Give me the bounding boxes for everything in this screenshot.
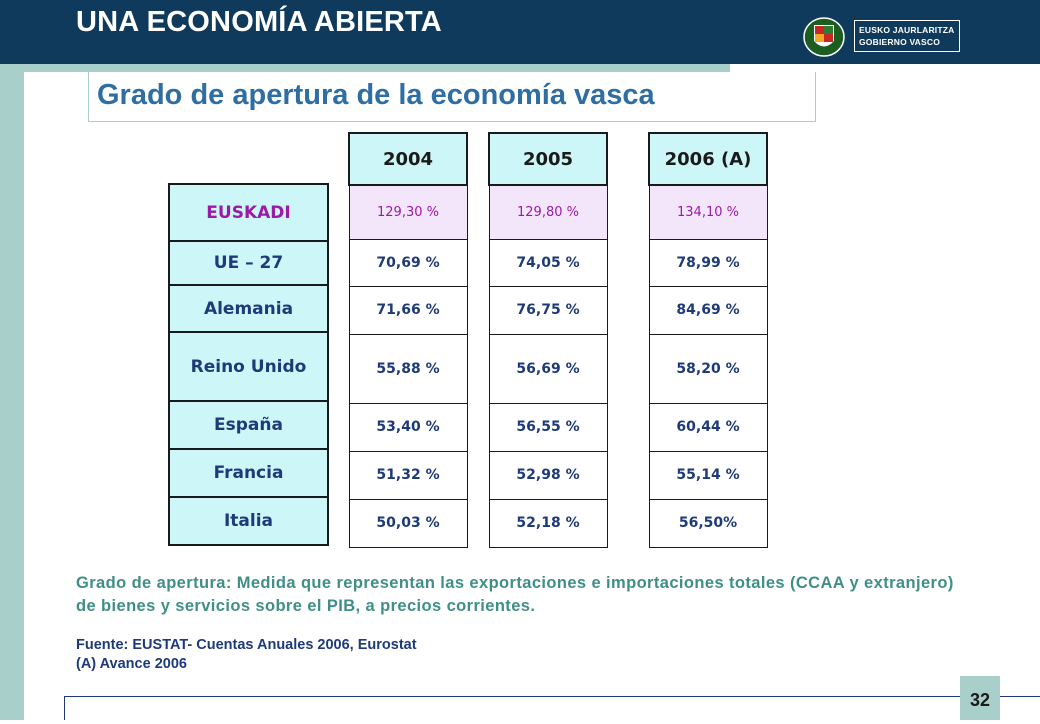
footer-divider-vertical xyxy=(64,696,65,720)
country-cell: Italia xyxy=(168,496,329,546)
value-cell: 84,69 % xyxy=(648,285,768,335)
value-cell: 56,69 % xyxy=(488,333,608,404)
gobierno-vasco-logo: EUSKO JAURLARITZA GOBIERNO VASCO xyxy=(802,16,962,58)
country-cell: Alemania xyxy=(168,284,329,333)
value-cell: 134,10 % xyxy=(648,184,768,240)
page-number: 32 xyxy=(960,676,1000,720)
country-cell: EUSKADI xyxy=(168,183,329,242)
coat-of-arms-icon xyxy=(803,17,845,57)
value-cell: 53,40 % xyxy=(348,402,468,452)
value-cell: 74,05 % xyxy=(488,238,608,287)
value-cell: 52,18 % xyxy=(488,498,608,548)
value-cell: 56,55 % xyxy=(488,402,608,452)
header-underline xyxy=(24,64,730,72)
value-cell: 52,98 % xyxy=(488,450,608,500)
country-cell: Francia xyxy=(168,448,329,498)
country-cell: España xyxy=(168,400,329,450)
source-footnote: (A) Avance 2006 xyxy=(76,656,187,672)
slide-title: UNA ECONOMÍA ABIERTA xyxy=(76,6,442,38)
source-note: Fuente: EUSTAT- Cuentas Anuales 2006, Eu… xyxy=(76,636,417,674)
value-cell: 60,44 % xyxy=(648,402,768,452)
definition-note: Grado de apertura: Medida que representa… xyxy=(76,574,954,615)
subtitle-box: Grado de apertura de la economía vasca xyxy=(88,72,816,122)
countries-table: EUSKADI UE – 27 Alemania Reino Unido Esp… xyxy=(168,183,329,546)
value-cell: 55,88 % xyxy=(348,333,468,404)
value-cell: 56,50% xyxy=(648,498,768,548)
country-cell: UE – 27 xyxy=(168,240,329,286)
country-cell: Reino Unido xyxy=(168,331,329,402)
value-cell: 129,30 % xyxy=(348,184,468,240)
footer-divider xyxy=(64,696,1040,697)
value-cell: 51,32 % xyxy=(348,450,468,500)
logo-text: EUSKO JAURLARITZA GOBIERNO VASCO xyxy=(854,20,960,52)
source-line: Fuente: EUSTAT- Cuentas Anuales 2006, Eu… xyxy=(76,637,417,653)
value-cell: 71,66 % xyxy=(348,285,468,335)
value-cell: 58,20 % xyxy=(648,333,768,404)
value-cell: 129,80 % xyxy=(488,184,608,240)
year-header: 2004 xyxy=(348,132,468,186)
value-cell: 78,99 % xyxy=(648,238,768,287)
year-header: 2005 xyxy=(488,132,608,186)
year-header: 2006 (A) xyxy=(648,132,768,186)
section-subtitle: Grado de apertura de la economía vasca xyxy=(97,79,655,111)
value-cell: 55,14 % xyxy=(648,450,768,500)
logo-line-1: EUSKO JAURLARITZA xyxy=(859,25,955,35)
year-2005-table: 2005 129,80 % 74,05 % 76,75 % 56,69 % 56… xyxy=(488,132,608,548)
value-cell: 70,69 % xyxy=(348,238,468,287)
year-2004-table: 2004 129,30 % 70,69 % 71,66 % 55,88 % 53… xyxy=(348,132,468,548)
year-2006-table: 2006 (A) 134,10 % 78,99 % 84,69 % 58,20 … xyxy=(648,132,768,548)
logo-line-2: GOBIERNO VASCO xyxy=(859,37,941,47)
left-accent-strip xyxy=(0,64,24,720)
value-cell: 50,03 % xyxy=(348,498,468,548)
value-cell: 76,75 % xyxy=(488,285,608,335)
header-bar xyxy=(0,0,1040,64)
